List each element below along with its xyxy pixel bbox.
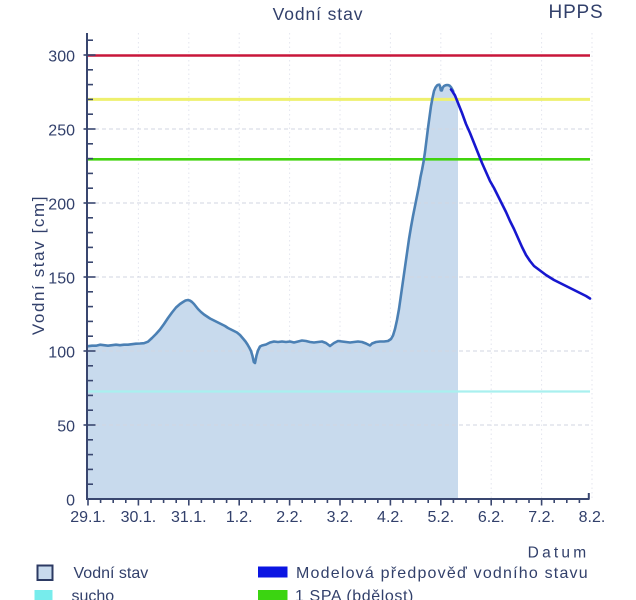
svg-text:sucho: sucho bbox=[72, 588, 115, 600]
svg-text:3.2.: 3.2. bbox=[327, 509, 354, 526]
svg-text:200: 200 bbox=[48, 197, 75, 214]
svg-text:31.1.: 31.1. bbox=[171, 509, 207, 526]
svg-text:29.1.: 29.1. bbox=[70, 509, 106, 526]
svg-text:Modelová předpověď vodního sta: Modelová předpověď vodního stavu bbox=[296, 565, 589, 582]
svg-text:HPPS: HPPS bbox=[549, 2, 604, 23]
svg-text:Vodní stav [cm]: Vodní stav [cm] bbox=[29, 195, 48, 335]
svg-text:8.2.: 8.2. bbox=[579, 509, 606, 526]
svg-text:6.2.: 6.2. bbox=[478, 509, 505, 526]
svg-text:0: 0 bbox=[66, 493, 75, 510]
svg-text:30.1.: 30.1. bbox=[121, 509, 157, 526]
svg-text:2.2.: 2.2. bbox=[276, 509, 303, 526]
svg-text:1 SPA (bdělost): 1 SPA (bdělost) bbox=[295, 588, 414, 600]
svg-text:5.2.: 5.2. bbox=[427, 509, 454, 526]
svg-text:Vodní stav: Vodní stav bbox=[74, 565, 149, 582]
svg-text:7.2.: 7.2. bbox=[528, 509, 555, 526]
svg-text:250: 250 bbox=[48, 123, 75, 140]
svg-text:50: 50 bbox=[57, 419, 75, 436]
svg-text:Vodní stav: Vodní stav bbox=[273, 4, 364, 24]
svg-text:100: 100 bbox=[48, 345, 75, 362]
svg-text:Datum: Datum bbox=[528, 545, 590, 562]
svg-text:1.2.: 1.2. bbox=[226, 509, 253, 526]
svg-text:300: 300 bbox=[48, 49, 75, 66]
svg-text:150: 150 bbox=[48, 271, 75, 288]
svg-text:4.2.: 4.2. bbox=[377, 509, 404, 526]
